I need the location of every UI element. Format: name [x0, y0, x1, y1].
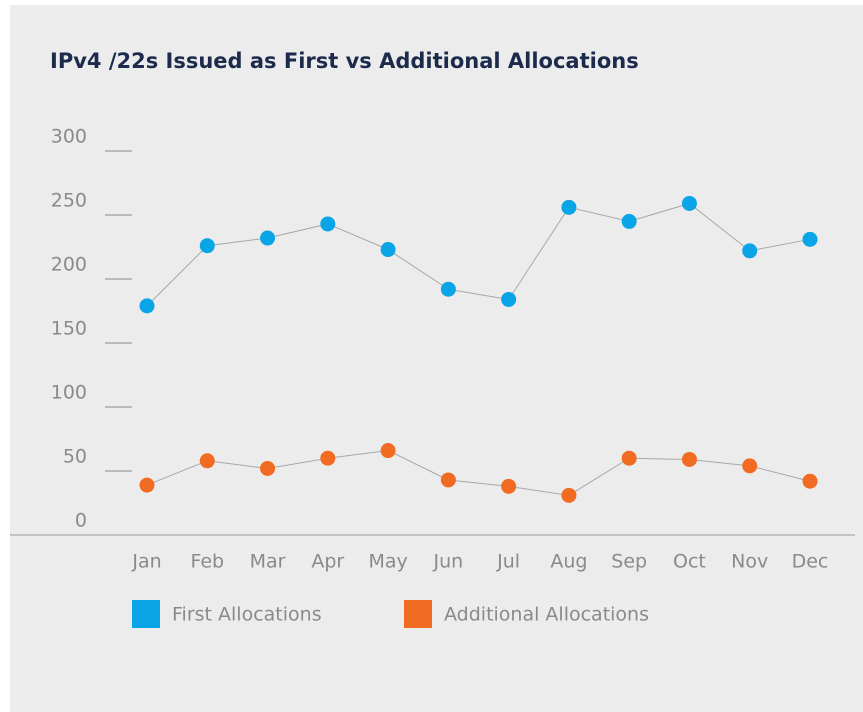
x-tick-label: Aug	[550, 551, 587, 573]
x-tick-label: May	[368, 551, 407, 573]
legend-swatch	[132, 600, 160, 628]
x-tick-label: Sep	[611, 551, 647, 573]
x-tick-label: Jun	[433, 551, 464, 573]
chart-title: IPv4 /22s Issued as First vs Additional …	[50, 49, 639, 73]
data-point	[320, 450, 336, 466]
y-tick-label: 300	[51, 126, 87, 148]
data-point	[260, 230, 276, 246]
x-tick-label: Feb	[190, 551, 224, 573]
x-tick-label: Jan	[131, 551, 161, 573]
legend-label: First Allocations	[172, 604, 322, 626]
data-point	[440, 472, 456, 488]
data-point	[320, 216, 336, 232]
data-point	[561, 199, 577, 215]
legend-swatch	[404, 600, 432, 628]
x-tick-label: Nov	[731, 551, 768, 573]
panel	[10, 5, 863, 712]
data-point	[561, 487, 577, 503]
y-tick-label: 200	[51, 254, 87, 276]
data-point	[199, 238, 215, 254]
data-point	[199, 453, 215, 469]
data-point	[380, 242, 396, 258]
data-point	[380, 443, 396, 459]
y-tick-label: 50	[63, 446, 87, 468]
y-tick-label: 150	[51, 318, 87, 340]
legend-label: Additional Allocations	[444, 604, 649, 626]
x-tick-label: Mar	[250, 551, 286, 573]
x-tick-label: Dec	[792, 551, 829, 573]
data-point	[260, 460, 276, 476]
x-tick-label: Apr	[311, 551, 344, 573]
x-tick-label: Oct	[673, 551, 706, 573]
data-point	[621, 213, 637, 229]
y-tick-label: 0	[75, 510, 87, 532]
data-point	[681, 195, 697, 211]
data-point	[681, 451, 697, 467]
series-line	[146, 202, 811, 307]
y-tick-label: 250	[51, 190, 87, 212]
data-point	[501, 291, 517, 307]
data-point	[621, 450, 637, 466]
x-tick-label: Jul	[496, 551, 520, 573]
data-point	[742, 458, 758, 474]
data-point	[501, 478, 517, 494]
data-point	[139, 477, 155, 493]
data-point	[742, 243, 758, 259]
data-point	[802, 231, 818, 247]
data-point	[440, 281, 456, 297]
y-tick-label: 100	[51, 382, 87, 404]
series-line	[146, 450, 811, 496]
data-point	[802, 473, 818, 489]
data-point	[139, 298, 155, 314]
